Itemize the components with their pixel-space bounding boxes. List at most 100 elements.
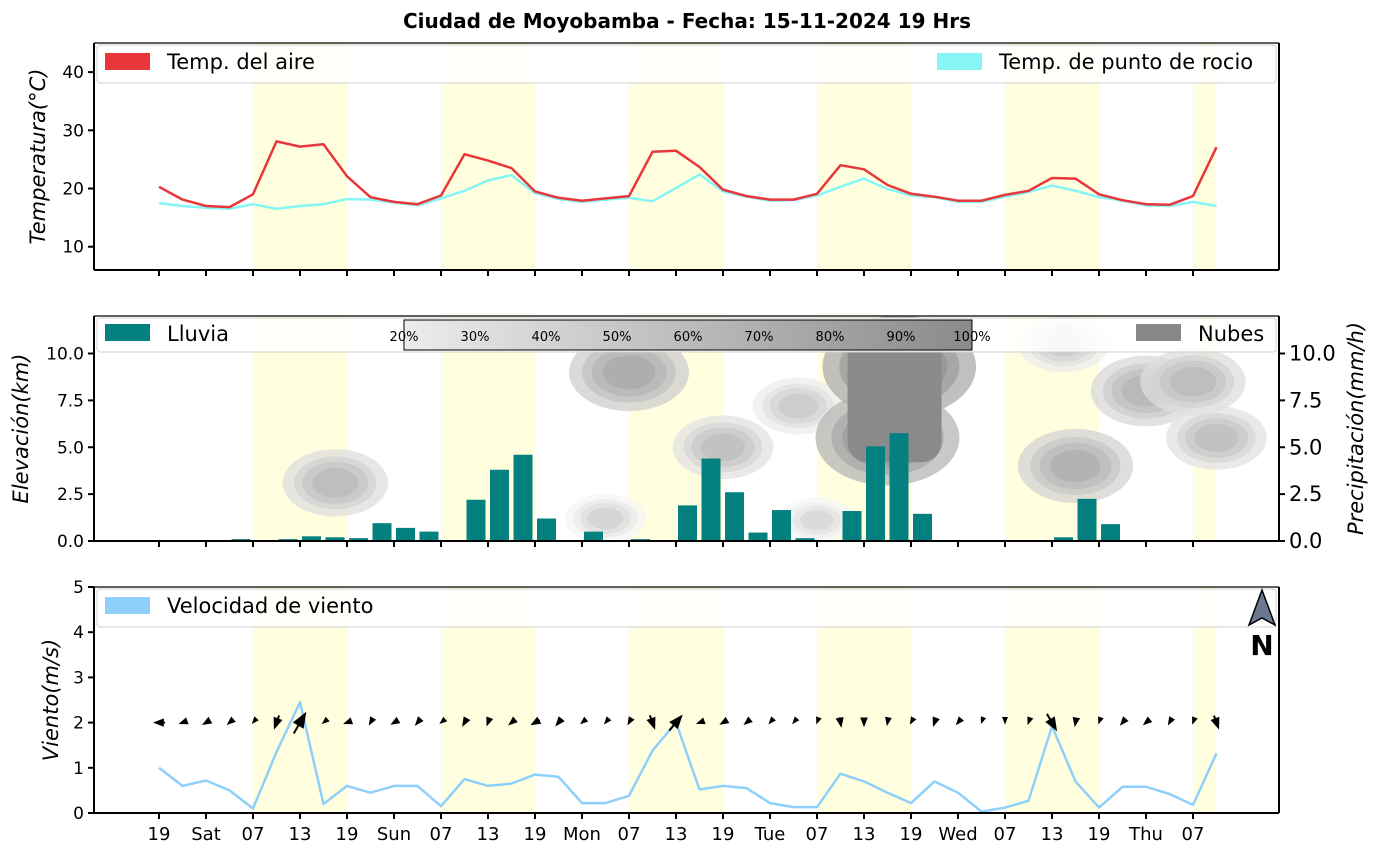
rain-bar <box>772 510 791 541</box>
wind-vector-icon <box>578 717 588 727</box>
cloud-scale-label: 40% <box>532 330 561 345</box>
wind-vector-icon <box>978 716 986 725</box>
x-tick-label: Thu <box>1128 824 1163 845</box>
wind-vector-head <box>741 717 753 728</box>
wind-vector-head <box>790 716 799 726</box>
chart-title: Ciudad de Moyobamba - Fecha: 15-11-2024 … <box>403 9 971 33</box>
x-tick-label: 07 <box>806 824 829 845</box>
wind-vector-head <box>153 718 164 726</box>
cloud-contour <box>778 394 818 419</box>
x-tick-label: 13 <box>289 824 312 845</box>
cloud-contour <box>588 508 624 530</box>
wind-vector-icon <box>412 716 424 728</box>
wind-vector-head <box>200 717 212 728</box>
legend-label-rain: Lluvia <box>167 322 229 346</box>
x-tick-label: 07 <box>1182 824 1205 845</box>
cloud-scale-label: 100% <box>953 330 990 345</box>
wind-vector-icon <box>177 717 188 727</box>
x-tick-label: 19 <box>1088 824 1111 845</box>
temperature-axis-label: Temperatura(°C) <box>26 69 50 245</box>
x-tick-label: 19 <box>900 824 923 845</box>
y-tick-label: 10.0 <box>46 345 84 365</box>
precipitation-axis-label: Precipitación(mm/h) <box>1344 322 1368 535</box>
wind-vector-head <box>929 717 939 729</box>
y-tick-label: 2 <box>73 714 84 734</box>
y-tick-label-right: 0.0 <box>1289 529 1322 553</box>
wind-vector-icon <box>953 716 964 727</box>
x-tick-label: 19 <box>524 824 547 845</box>
y-tick-label: 40 <box>62 63 84 83</box>
y-tick-label: 7.5 <box>57 391 84 411</box>
cloud-contour <box>1050 450 1100 482</box>
cloud-contour <box>800 510 834 530</box>
x-tick-label: Wed <box>938 824 977 845</box>
legend-swatch-wind <box>105 597 150 614</box>
rain-bar <box>749 533 768 541</box>
legend-swatch-air-temp <box>105 53 150 70</box>
wind-vector-head <box>177 717 188 727</box>
wind-vector-icon <box>1141 717 1153 729</box>
rain-bar <box>702 459 721 542</box>
wind-vector-head <box>366 716 376 727</box>
legend-label-air-temp: Temp. del aire <box>166 50 315 74</box>
wind-vector-icon <box>153 718 165 726</box>
cloud-contour <box>312 468 358 497</box>
x-tick-label: 13 <box>665 824 688 845</box>
x-tick-label: Sun <box>377 824 411 845</box>
cloud-scale-label: 50% <box>603 330 632 345</box>
cloud-scale-label: 70% <box>745 330 774 345</box>
x-tick-label: 07 <box>994 824 1017 845</box>
wind-vector-icon <box>929 717 939 729</box>
wind-vector-head <box>1165 716 1175 727</box>
rain-bar <box>678 505 697 541</box>
cloud-scale-label: 60% <box>674 330 703 345</box>
wind-vector-icon <box>224 717 235 728</box>
y-tick-label-right: 7.5 <box>1289 388 1322 412</box>
wind-vector-icon <box>741 717 753 728</box>
y-tick-label: 0.0 <box>57 532 84 552</box>
wind-vector-icon <box>366 716 376 727</box>
rain-bar <box>396 528 415 541</box>
y-tick-label: 3 <box>73 668 84 688</box>
x-tick-label: 07 <box>242 824 265 845</box>
wind-vector-head <box>766 716 776 726</box>
legend-swatch-clouds <box>1136 324 1181 341</box>
y-tick-label-right: 5.0 <box>1289 435 1322 459</box>
cloud-scale-label: 20% <box>390 330 419 345</box>
x-tick-label: 19 <box>336 824 359 845</box>
north-label: N <box>1250 629 1273 662</box>
x-tick-label: 07 <box>430 824 453 845</box>
rain-bar <box>420 532 439 541</box>
y-tick-label: 30 <box>62 121 84 141</box>
wind-vector-icon <box>1165 716 1175 727</box>
cloud-scale-label: 80% <box>816 330 845 345</box>
wind-vector-head <box>978 716 986 725</box>
legend-label-clouds: Nubes <box>1198 322 1264 346</box>
y-tick-label: 0 <box>73 804 84 824</box>
y-tick-label: 2.5 <box>57 485 84 505</box>
cloud-contour <box>1194 424 1238 452</box>
wind-vector-head <box>602 716 612 726</box>
rain-bar <box>913 514 932 541</box>
rain-bar <box>373 523 392 541</box>
wind-vector-head <box>389 717 401 728</box>
rain-bar <box>1078 499 1097 541</box>
wind-vector-icon <box>552 716 565 729</box>
rain-bar <box>725 492 744 541</box>
wind-vector-head <box>412 716 424 728</box>
x-tick-label: 13 <box>853 824 876 845</box>
elevation-axis-label: Elevación(km) <box>9 354 33 504</box>
wind-vector-icon <box>790 716 799 726</box>
rain-bar <box>843 511 862 541</box>
wind-vector-head <box>1117 716 1129 728</box>
x-tick-label: 13 <box>477 824 500 845</box>
x-tick-label: Sat <box>191 824 221 845</box>
wind-vector-head <box>578 717 588 727</box>
cloud-scale-label: 90% <box>887 330 916 345</box>
rain-bar <box>537 519 556 542</box>
legend-label-wind: Velocidad de viento <box>167 594 373 618</box>
